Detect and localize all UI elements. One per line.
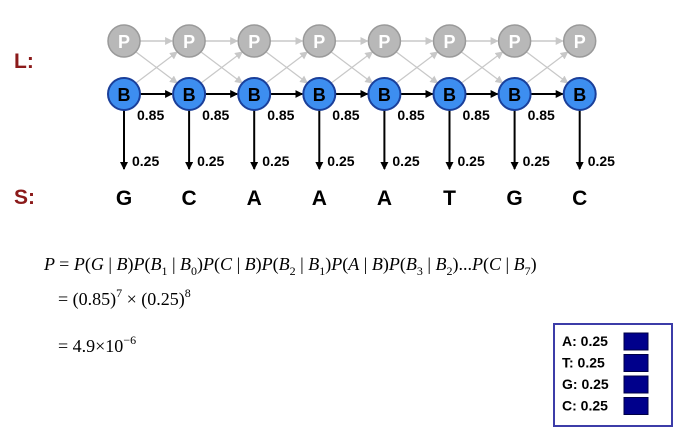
- state-node-p-label: P: [248, 32, 260, 52]
- state-node-b: B: [497, 77, 532, 111]
- state-node-p: P: [302, 24, 337, 58]
- legend-item-label: G: 0.25: [562, 376, 609, 392]
- transition-prob-label: 0.85: [137, 107, 164, 123]
- state-node-b-label: B: [118, 85, 131, 105]
- legend-item: G: 0.25: [562, 375, 649, 394]
- legend-item: A: 0.25: [562, 332, 649, 351]
- emission-prob-label: 0.25: [523, 153, 550, 169]
- active-transition-edges: [120, 90, 584, 170]
- emission-prob-label: 0.25: [197, 153, 224, 169]
- transition-prob-label: 0.85: [528, 107, 555, 123]
- transition-prob-label: 0.85: [332, 107, 359, 123]
- emission-prob-label: 0.25: [458, 153, 485, 169]
- state-node-p-label: P: [574, 32, 586, 52]
- state-node-p-label: P: [509, 32, 521, 52]
- faded-transition-edges: [135, 37, 569, 84]
- faded-edge-b-p: [265, 51, 309, 84]
- faded-edge-b-p: [396, 51, 439, 84]
- transition-prob-label: 0.85: [267, 107, 294, 123]
- faded-edge-b-p: [461, 51, 504, 84]
- transition-prob-label: 0.85: [202, 107, 229, 123]
- state-node-b: B: [367, 77, 402, 111]
- state-node-b-label: B: [313, 85, 326, 105]
- legend-swatch: [623, 375, 649, 394]
- state-node-b: B: [237, 77, 272, 111]
- emission-prob-label: 0.25: [392, 153, 419, 169]
- emission-legend: A: 0.25 T: 0.25 G: 0.25 C: 0.25: [553, 323, 673, 427]
- legend-item: T: 0.25: [562, 354, 649, 372]
- observed-row-label: S:: [14, 186, 35, 209]
- emission-prob-label: 0.25: [588, 153, 615, 169]
- state-node-b-label: B: [573, 85, 586, 105]
- state-node-b: B: [432, 77, 467, 111]
- emission-prob-label: 0.25: [262, 153, 289, 169]
- transition-prob-label: 0.85: [463, 107, 490, 123]
- state-node-b: B: [107, 77, 141, 111]
- equation-line-3: = 4.9×10−6: [58, 333, 136, 356]
- sequence-symbol: C: [572, 187, 587, 210]
- legend-box: [553, 323, 673, 427]
- legend-item-label: A: 0.25: [562, 333, 608, 349]
- legend-swatch: [623, 332, 649, 351]
- faded-edge-b-p: [135, 51, 178, 84]
- legend-item-label: C: 0.25: [562, 398, 608, 414]
- state-node-p: P: [562, 24, 597, 58]
- state-node-p: P: [107, 24, 141, 58]
- sequence-symbol: T: [443, 187, 456, 210]
- sequence-symbol: A: [377, 187, 392, 210]
- legend-swatch: [623, 397, 649, 415]
- state-node-b-label: B: [183, 85, 196, 105]
- state-node-b: B: [302, 77, 337, 111]
- equation-line-1: P = P(G | B)P(B1 | B0)P(C | B)P(B2 | B1)…: [43, 254, 537, 278]
- state-node-p: P: [432, 24, 467, 58]
- legend-item-label: T: 0.25: [562, 355, 605, 371]
- state-node-p: P: [367, 24, 402, 58]
- state-node-b-label: B: [248, 85, 261, 105]
- sequence-symbol: G: [506, 187, 522, 210]
- faded-edge-b-p: [526, 51, 569, 84]
- state-node-p-label: P: [313, 32, 325, 52]
- state-node-b-label: B: [443, 85, 456, 105]
- legend-item: C: 0.25: [562, 397, 649, 415]
- state-node-b: B: [172, 77, 207, 111]
- state-node-p-label: P: [183, 32, 195, 52]
- state-node-b-label: B: [508, 85, 521, 105]
- sequence-symbol: C: [182, 187, 197, 210]
- state-node-p-label: P: [443, 32, 455, 52]
- state-node-p: P: [497, 24, 532, 58]
- transition-prob-label: 0.85: [397, 107, 424, 123]
- state-node-p: P: [237, 24, 271, 58]
- hidden-row-label: L:: [14, 50, 34, 73]
- state-nodes: P B P B P B P B P B P B P B P B: [107, 24, 597, 111]
- faded-edge-b-p: [200, 51, 243, 84]
- state-node-b-label: B: [378, 85, 391, 105]
- sequence-symbol: A: [312, 187, 327, 210]
- equation-line-2: = (0.85)7 × (0.25)8: [58, 286, 191, 310]
- probability-labels: 0.85 0.85 0.85 0.85 0.85 0.85 0.85 0.25 0.25 0.25…: [132, 107, 615, 169]
- state-node-p-label: P: [118, 32, 130, 52]
- state-node-p: P: [172, 24, 206, 58]
- faded-edge-b-p: [330, 51, 374, 84]
- state-node-b: B: [562, 77, 597, 111]
- emission-prob-label: 0.25: [132, 153, 159, 169]
- state-node-p-label: P: [378, 32, 390, 52]
- sequence-symbol: G: [116, 187, 132, 210]
- emission-prob-label: 0.25: [327, 153, 354, 169]
- legend-swatch: [623, 354, 649, 372]
- probability-equation: P = P(G | B)P(B1 | B0)P(C | B)P(B2 | B1)…: [43, 254, 537, 356]
- sequence-symbol: A: [247, 187, 262, 210]
